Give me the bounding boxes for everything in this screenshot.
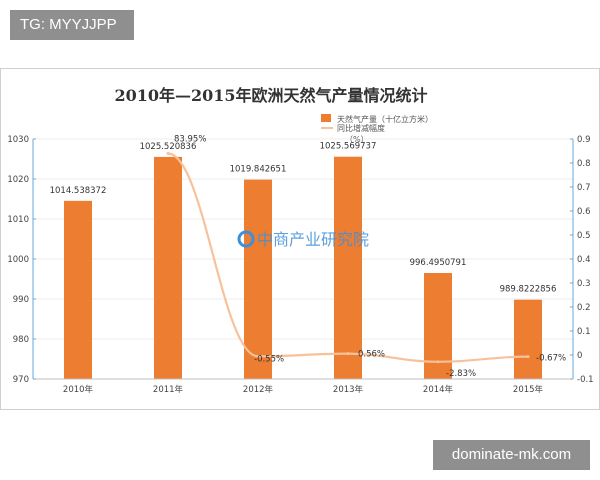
right-tick-label: 0.5 bbox=[577, 231, 591, 241]
chart-svg: 2010年—2015年欧洲天然气产量情况统计 天然气产量（十亿立方米） 同比增减… bbox=[7, 86, 594, 395]
right-tick-label: 0.7 bbox=[577, 183, 591, 193]
right-tick-label: 0.3 bbox=[577, 279, 591, 289]
line-data-label: -2.83% bbox=[446, 369, 476, 379]
legend-bar-label: 天然气产量（十亿立方米） bbox=[337, 114, 433, 124]
bar-data-label: 989.8222856 bbox=[500, 285, 557, 295]
x-tick-label: 2015年 bbox=[513, 384, 544, 395]
line-point bbox=[166, 152, 170, 156]
right-tick-label: 0 bbox=[577, 351, 582, 361]
chart-title: 2010年—2015年欧洲天然气产量情况统计 bbox=[114, 86, 427, 105]
right-tick-label: 0.9 bbox=[577, 135, 591, 145]
bar bbox=[334, 156, 362, 379]
line-point bbox=[526, 355, 530, 359]
bar bbox=[244, 179, 272, 379]
bar-data-label: 1019.842651 bbox=[230, 165, 287, 175]
right-tick-label: 0.2 bbox=[577, 303, 591, 313]
x-tick-label: 2012年 bbox=[243, 384, 274, 395]
x-tick-label: 2014年 bbox=[423, 384, 454, 395]
legend-line-unit: （%） bbox=[345, 135, 369, 144]
legend-bar-swatch bbox=[321, 114, 331, 122]
line-data-label: -0.55% bbox=[254, 354, 284, 364]
watermark-logo-icon bbox=[237, 230, 255, 248]
bar bbox=[514, 299, 542, 379]
line-point bbox=[436, 360, 440, 364]
bar bbox=[154, 156, 182, 379]
left-tick-label: 980 bbox=[13, 335, 29, 345]
line-data-label: -0.67% bbox=[536, 354, 566, 364]
tag-badge: TG: MYYJJPP bbox=[10, 10, 134, 40]
left-tick-label: 1000 bbox=[7, 255, 29, 265]
x-tick-label: 2011年 bbox=[153, 384, 184, 395]
watermark-text: 中商产业研究院 bbox=[257, 230, 369, 249]
x-tick-label: 2013年 bbox=[333, 384, 364, 395]
bar-data-label: 1014.538372 bbox=[50, 186, 107, 196]
right-tick-label: 0.4 bbox=[577, 255, 591, 265]
x-tick-label: 2010年 bbox=[63, 384, 94, 395]
left-tick-label: 1020 bbox=[7, 175, 29, 185]
line-data-label: 0.56% bbox=[358, 350, 385, 360]
left-tick-label: 1010 bbox=[7, 215, 29, 225]
bar-data-label: 996.4950791 bbox=[410, 258, 467, 268]
chart-card: 2010年—2015年欧洲天然气产量情况统计 天然气产量（十亿立方米） 同比增减… bbox=[0, 68, 600, 410]
watermark: 中商产业研究院 bbox=[237, 230, 369, 249]
bar-data-label: 1025.520836 bbox=[140, 142, 197, 152]
line-data-label: 83.95% bbox=[174, 135, 206, 145]
left-tick-label: 970 bbox=[13, 375, 29, 385]
left-tick-label: 1030 bbox=[7, 135, 29, 145]
right-tick-label: -0.1 bbox=[577, 375, 594, 385]
legend-line-label: 同比增减幅度 bbox=[337, 123, 385, 133]
bar bbox=[64, 200, 92, 379]
right-tick-label: 0.1 bbox=[577, 327, 591, 337]
growth-line bbox=[167, 152, 529, 363]
right-tick-label: 0.6 bbox=[577, 207, 591, 217]
left-tick-label: 990 bbox=[13, 295, 29, 305]
site-badge: dominate-mk.com bbox=[433, 440, 590, 470]
line-point bbox=[256, 354, 260, 358]
line-point bbox=[346, 352, 350, 356]
bar-data-label: 1025.569737 bbox=[320, 142, 377, 152]
right-tick-label: 0.8 bbox=[577, 159, 591, 169]
